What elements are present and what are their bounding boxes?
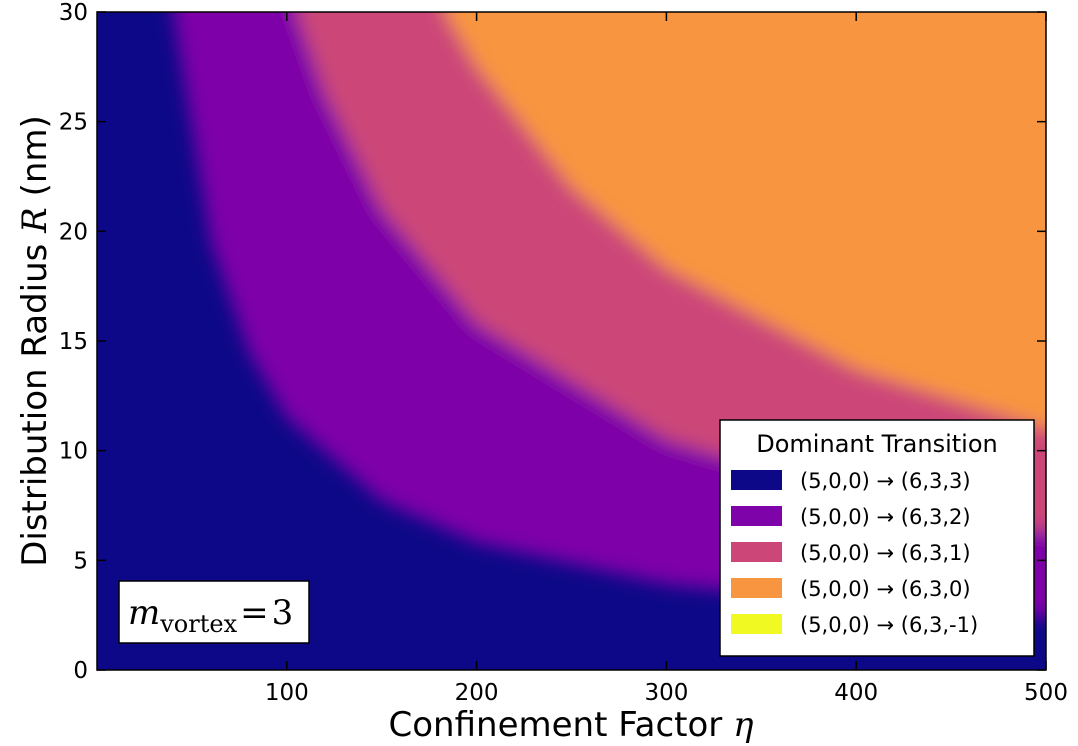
x-axis-label: Confinement Factor η [389,705,755,745]
y-tick-label: 10 [59,439,88,465]
x-tick-label: 500 [1024,680,1068,706]
x-tick-label: 200 [455,680,499,706]
legend-label: (5,0,0) → (6,3,2) [800,505,971,529]
y-tick-label: 15 [59,329,88,355]
legend: Dominant Transition (5,0,0) → (6,3,3) (5,… [719,419,1035,657]
legend-label: (5,0,0) → (6,3,3) [800,469,971,493]
y-tick-label: 30 [59,0,88,26]
legend-swatch [731,506,782,526]
y-axis-label: Distribution Radius R (nm) [15,115,55,567]
legend-swatch [731,614,782,634]
y-tick-label: 20 [59,219,88,245]
y-tick-label: 0 [73,658,88,684]
y-axis-label-text: Distribution Radius [15,244,55,567]
x-tick-label: 400 [834,680,878,706]
legend-label: (5,0,0) → (6,3,0) [800,577,971,601]
annotation-symbol: m [128,593,160,633]
legend-label: (5,0,0) → (6,3,-1) [800,613,978,637]
x-tick-label: 100 [265,680,309,706]
y-tick-label: 25 [59,110,88,136]
region-3 [444,12,1046,429]
annotation-subscript: vortex [159,610,237,638]
x-axis: 100 200 300 400 500 [265,12,1068,706]
legend-swatch [731,470,782,490]
y-axis: 0 5 10 15 20 25 30 [59,0,1046,684]
y-tick-label: 5 [73,548,88,574]
legend-swatch [731,578,782,598]
x-axis-label-text: Confinement Factor [389,705,723,745]
annotation-equals: = [240,593,269,633]
legend-swatch [731,542,782,562]
y-axis-unit: (nm) [15,115,55,196]
legend-title: Dominant Transition [756,430,997,458]
annotation-box: mvortex=3 [118,580,310,644]
x-tick-label: 300 [644,680,688,706]
svg-text:mvortex=3: mvortex=3 [128,593,293,638]
annotation-value: 3 [272,593,294,633]
y-axis-symbol: R [15,207,55,234]
x-axis-symbol: η [733,705,754,745]
legend-label: (5,0,0) → (6,3,1) [800,541,971,565]
